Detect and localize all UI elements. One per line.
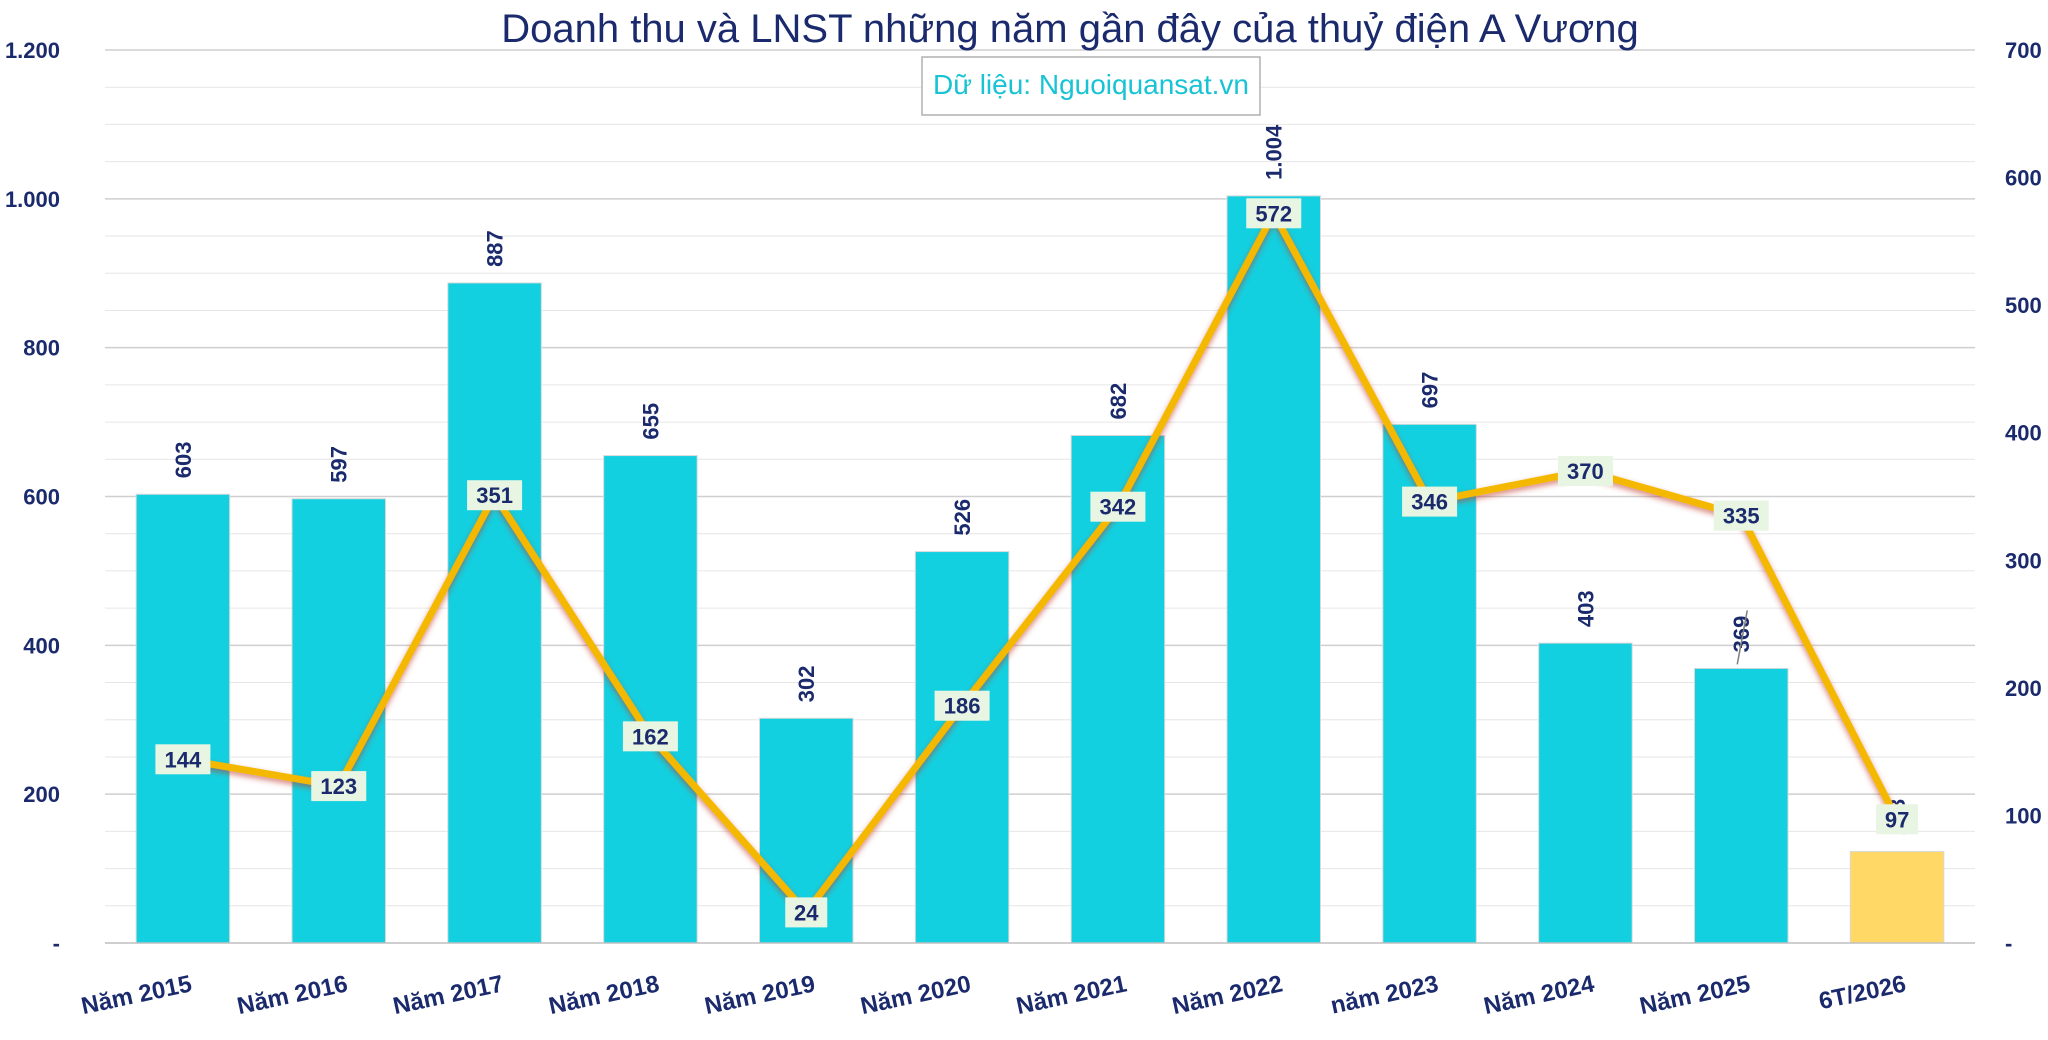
revenue-bar	[447, 282, 542, 944]
profit-value-label: 97	[1885, 807, 1909, 832]
profit-value-label: 351	[476, 483, 513, 508]
profit-label-box	[934, 690, 990, 721]
label-leader-line	[1736, 610, 1748, 665]
x-axis-category-label: Năm 2017	[391, 970, 506, 1020]
left-axis-tick-label: 400	[23, 633, 60, 658]
revenue-bar	[135, 493, 231, 944]
revenue-value-label: 682	[1106, 383, 1131, 420]
x-axis-category-label: Năm 2024	[1481, 970, 1597, 1020]
profit-label-box	[1246, 198, 1302, 229]
source-label: Dữ liệu: Nguoiquansat.vn	[933, 69, 1249, 100]
right-axis-tick-label: 400	[2005, 421, 2042, 446]
revenue-value-label: 526	[950, 499, 975, 536]
x-axis-category-label: Năm 2025	[1637, 970, 1752, 1020]
x-axis-category-label: Năm 2018	[546, 970, 661, 1020]
right-axis-tick-label: 700	[2005, 38, 2042, 63]
left-axis-tick-label: 1.200	[5, 38, 60, 63]
profit-value-label: 162	[632, 724, 669, 749]
profit-value-label: 144	[165, 747, 202, 772]
revenue-value-label: 1.004	[1262, 124, 1287, 180]
revenue-value-label: 603	[171, 442, 196, 479]
profit-label-box	[785, 897, 828, 928]
revenue-value-label: 302	[794, 666, 819, 703]
left-axis-tick-label: -	[53, 931, 60, 956]
right-axis-tick-label: 300	[2005, 548, 2042, 573]
profit-value-label: 342	[1100, 495, 1137, 520]
x-axis-category-label: Năm 2021	[1014, 970, 1129, 1020]
source-box	[921, 56, 1261, 116]
profit-label-box	[155, 744, 211, 775]
profit-label-box	[1876, 804, 1919, 835]
left-axis-tick-label: 800	[23, 336, 60, 361]
profit-line: 144 123 351 162 24 186 342 572 346 370 335 97	[155, 198, 1919, 928]
x-axis-category-label: 6T/2026	[1817, 970, 1909, 1015]
profit-value-label: 572	[1255, 201, 1292, 226]
left-axis-tick-label: 600	[23, 485, 60, 510]
profit-value-label: 346	[1411, 490, 1448, 515]
profit-value-label: 186	[944, 694, 981, 719]
bars: 603 597 887 655 302 526 682 1.004 697 403 369 123	[135, 124, 1945, 944]
profit-label-box	[1713, 500, 1769, 531]
profit-value-label: 24	[794, 900, 819, 925]
left-axis-tick-label: 1.000	[5, 187, 60, 212]
revenue-bar	[1226, 195, 1321, 944]
right-axis-tick-label: 200	[2005, 676, 2042, 701]
profit-value-label: 123	[320, 774, 357, 799]
revenue-value-label: 887	[483, 230, 508, 267]
right-axis-tick-label: 600	[2005, 166, 2042, 191]
chart-title: Doanh thu và LNST những năm gần đây của …	[501, 7, 1639, 51]
revenue-value-label: 697	[1418, 372, 1443, 409]
profit-label-box	[1402, 486, 1458, 517]
x-axis-category-label: Năm 2019	[702, 970, 817, 1020]
left-axis-tick-label: 200	[23, 782, 60, 807]
revenue-bar	[1849, 850, 1945, 944]
right-axis-tick-label: 100	[2005, 803, 2042, 828]
profit-label-box	[311, 771, 367, 802]
revenue-bar	[1538, 642, 1633, 944]
profit-line-path	[179, 209, 1901, 916]
revenue-value-label: 597	[327, 446, 352, 483]
x-axis-category-label: Năm 2015	[79, 970, 194, 1020]
profit-value-label: 335	[1723, 504, 1760, 529]
profit-label-box	[467, 480, 523, 511]
revenue-value-label: 403	[1573, 590, 1598, 627]
gridlines	[105, 49, 1975, 907]
x-axis-category-label: năm 2023	[1328, 970, 1441, 1019]
revenue-bar	[1694, 667, 1789, 944]
revenue-bar	[603, 455, 698, 944]
right-axis-tick-label: -	[2005, 931, 2012, 956]
x-axis-category-label: Năm 2022	[1170, 970, 1285, 1020]
right-axis-tick-label: 500	[2005, 293, 2042, 318]
profit-label-box	[622, 721, 678, 752]
profit-label-box	[1557, 455, 1613, 486]
profit-value-label: 370	[1567, 459, 1604, 484]
x-axis-category-label: Năm 2020	[858, 970, 973, 1020]
x-axis-category-label: Năm 2016	[235, 970, 350, 1020]
revenue-value-label: 369	[1729, 616, 1754, 653]
revenue-value-label: 655	[638, 403, 663, 440]
profit-label-box	[1090, 491, 1146, 522]
